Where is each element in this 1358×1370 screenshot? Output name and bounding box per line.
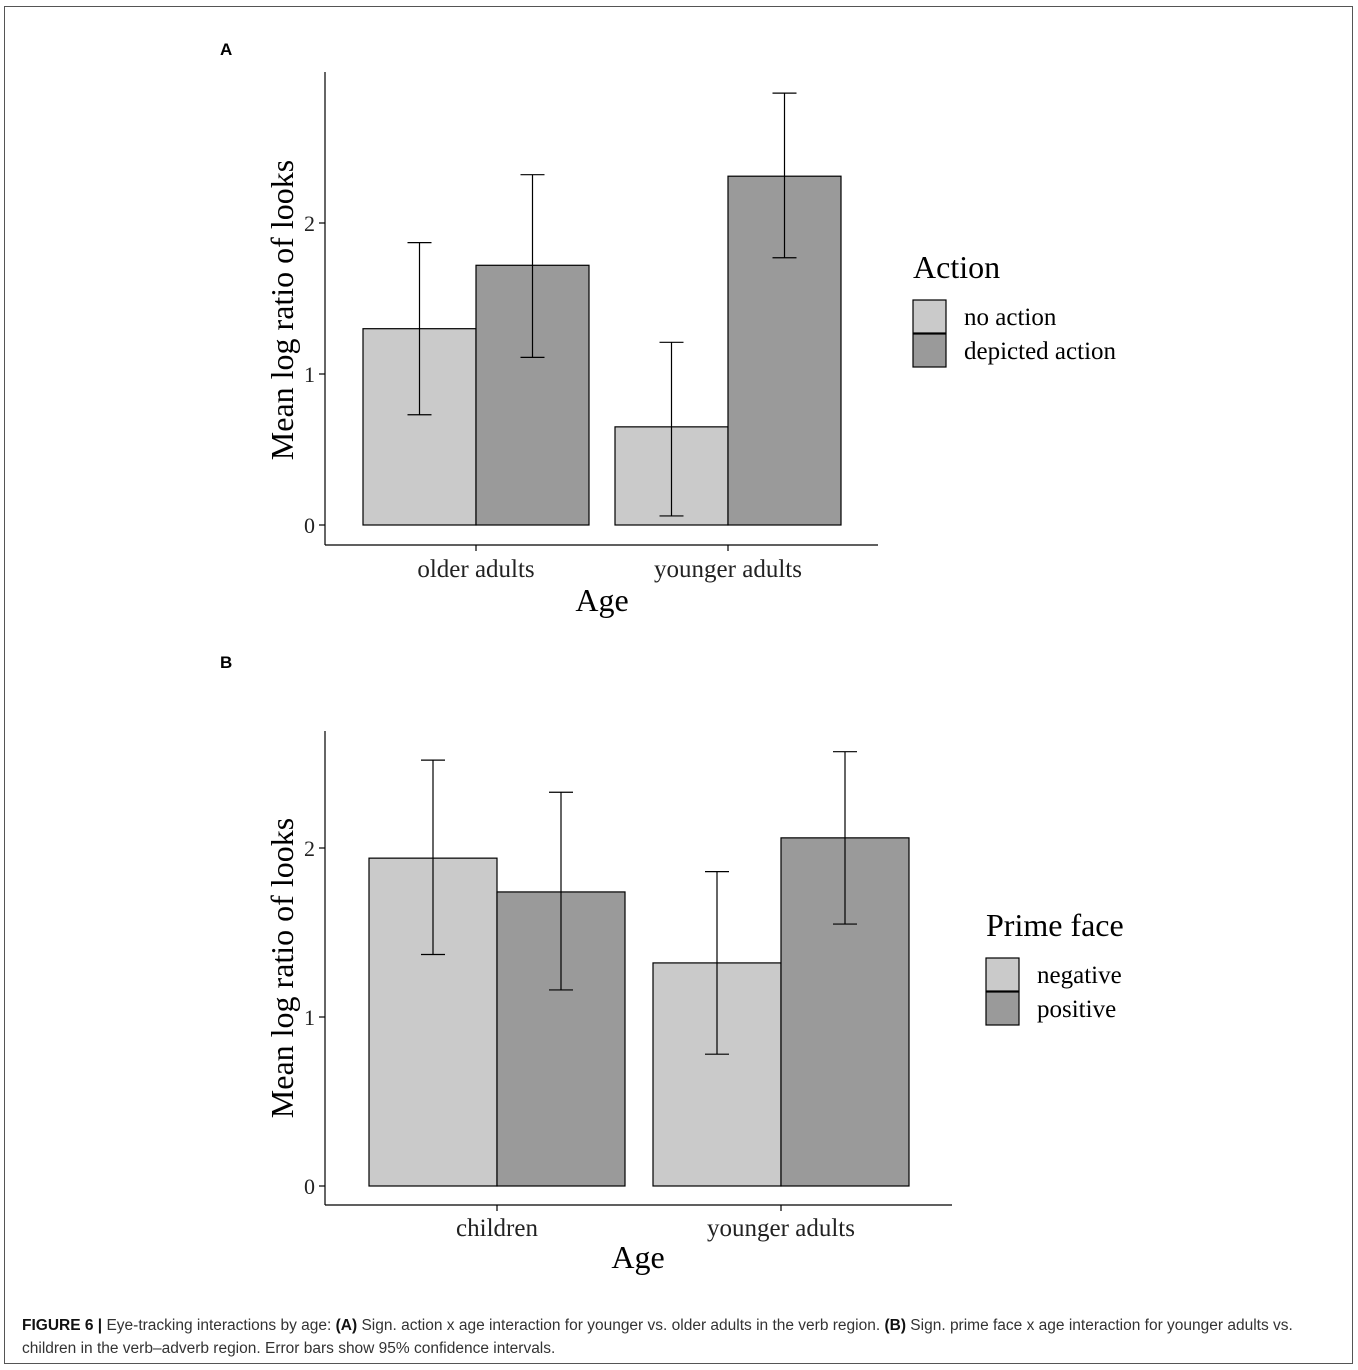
panel-a-legend-label: no action (964, 304, 1057, 331)
panel-b-legend-key (985, 991, 1020, 1026)
panel-a-x-axis-title: Age (575, 582, 628, 618)
panel-a-legend-key (912, 299, 947, 334)
panel-b-y-tick-label: 2 (304, 836, 315, 861)
panel-b-x-tick-label: younger adults (707, 1215, 855, 1242)
caption-text-1: Eye-tracking interactions by age: (102, 1317, 336, 1334)
figure-frame (4, 6, 1353, 1364)
caption-label: FIGURE 6 | (22, 1317, 103, 1334)
panel-b-legend-key (985, 957, 1020, 992)
figure-charts: A 0 1 2 older adults younger adults Age Mean lo… (220, 40, 1124, 1275)
caption-ref-a: (A) (335, 1317, 358, 1334)
caption-ref-b: (B) (884, 1317, 906, 1334)
panel-b-legend-title: Prime face (986, 907, 1124, 943)
panel-a-x-tick-label: older adults (417, 556, 534, 583)
panel-a-y-tick-label: 2 (304, 211, 315, 236)
panel-b-y-tick-label: 0 (304, 1174, 315, 1199)
panel-a-y-axis-title: Mean log ratio of looks (264, 160, 300, 460)
panel-b-letter: B (220, 653, 232, 672)
panel-a-y-tick-label: 1 (304, 362, 315, 387)
caption-text-2: Sign. action x age interaction for young… (357, 1317, 885, 1334)
panel-b-x-tick-label: children (456, 1215, 538, 1242)
panel-b-y-tick-label: 1 (304, 1005, 315, 1030)
panel-a-y-tick-label: 0 (304, 513, 315, 538)
panel-a-letter: A (220, 40, 232, 59)
panel-a-legend-key (912, 333, 947, 368)
panel-b-x-axis-title: Age (611, 1239, 664, 1275)
panel-a-legend-label: depicted action (964, 338, 1117, 365)
caption-text-3: Sign. prime face x age interaction for y… (22, 1317, 1293, 1357)
panel-a-legend-title: Action (913, 249, 1000, 285)
panel-b-legend-label: negative (1037, 962, 1122, 989)
figure-caption: FIGURE 6 | Eye-tracking interactions by … (22, 1314, 1347, 1360)
panel-b-y-axis-title: Mean log ratio of looks (264, 818, 300, 1118)
panel-a-x-tick-label: younger adults (654, 556, 802, 583)
panel-b-legend-label: positive (1037, 996, 1116, 1023)
